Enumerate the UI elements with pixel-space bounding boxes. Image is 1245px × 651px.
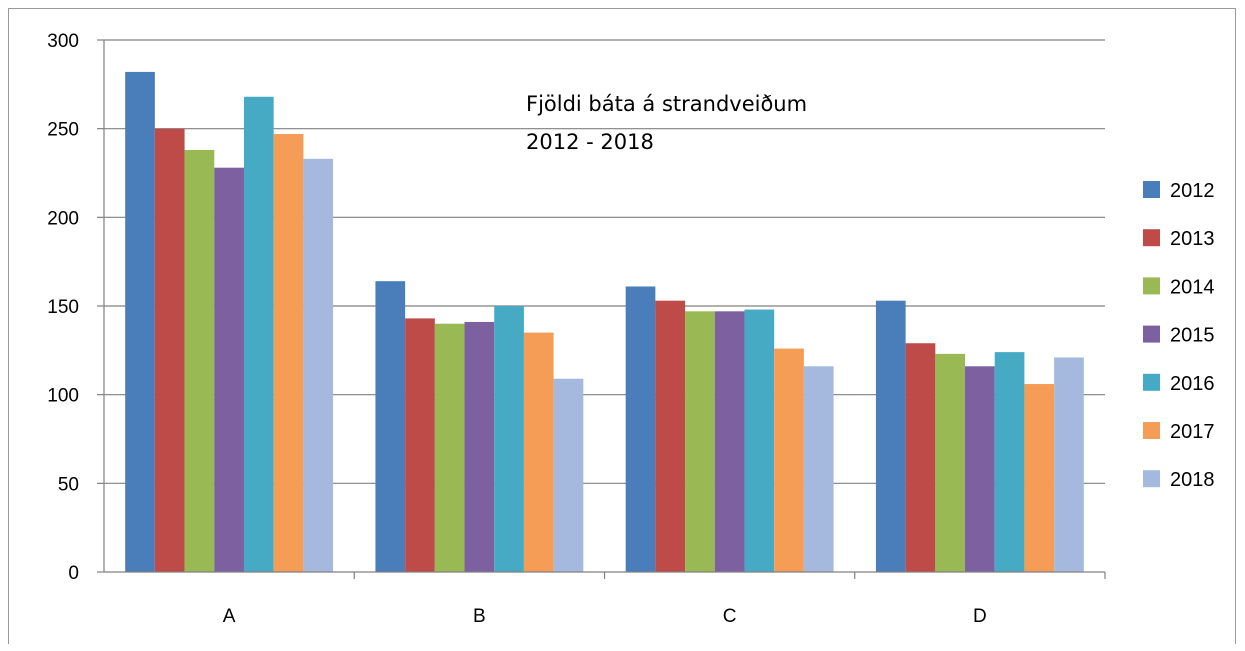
legend-label-2013: 2013	[1170, 228, 1215, 250]
bar-B-2015	[464, 321, 495, 572]
bar-B-2016	[494, 306, 524, 572]
bar-C-2018	[803, 366, 834, 572]
bar-A-2018	[303, 158, 334, 572]
bar-B-2018	[553, 378, 584, 572]
x-tick-label-B: B	[473, 606, 486, 627]
bar-D-2014	[935, 353, 966, 572]
chart-title-line-1: Fjöldi báta á strandveiðum	[526, 92, 807, 116]
bar-A-2014	[184, 149, 215, 572]
y-tick-label-50: 50	[58, 474, 79, 495]
bar-A-2015	[214, 167, 244, 572]
bar-C-2014	[685, 311, 715, 572]
y-tick-label-0: 0	[68, 563, 79, 584]
bar-D-2012	[875, 300, 906, 572]
y-tick-label-150: 150	[47, 297, 79, 318]
bar-D-2017	[1024, 384, 1055, 572]
bar-A-2016	[243, 96, 274, 572]
bar-B-2014	[434, 323, 465, 572]
bar-C-2016	[744, 309, 775, 572]
legend-swatch-2013	[1143, 229, 1160, 247]
legend-swatch-2016	[1143, 373, 1160, 391]
legend-label-2016: 2016	[1170, 373, 1215, 395]
y-tick-label-100: 100	[47, 386, 79, 407]
bar-A-2012	[125, 71, 155, 573]
axis-layer: 0 50 100 150 200 250 300 A B C D	[47, 31, 1106, 627]
legend-swatch-2018	[1143, 470, 1160, 488]
legend-label-2012: 2012	[1170, 180, 1215, 202]
bar-C-2015	[714, 311, 745, 572]
bar-D-2015	[965, 366, 995, 572]
bar-B-2017	[523, 332, 554, 572]
bar-D-2013	[905, 343, 936, 572]
x-tick-label-C: C	[723, 606, 737, 627]
legend-swatch-2015	[1143, 325, 1160, 343]
bar-D-2018	[1054, 357, 1084, 572]
bar-layer	[125, 71, 1084, 573]
legend-swatch-2017	[1143, 422, 1160, 439]
legend: 2012 2013 2014 2015 2016 2017 2018	[1143, 180, 1215, 491]
legend-swatch-2014	[1143, 277, 1160, 295]
bar-D-2016	[994, 352, 1025, 572]
legend-label-2015: 2015	[1170, 325, 1215, 347]
bar-C-2013	[655, 300, 686, 572]
bar-C-2012	[625, 286, 656, 572]
x-tick-label-A: A	[223, 606, 236, 627]
y-tick-label-250: 250	[47, 120, 79, 141]
legend-label-2017: 2017	[1170, 421, 1215, 443]
bar-A-2017	[273, 133, 304, 573]
bar-C-2017	[774, 348, 804, 572]
y-tick-label-300: 300	[47, 31, 79, 52]
chart-title-line-2: 2012 - 2018	[526, 130, 654, 154]
x-tick-label-D: D	[973, 606, 987, 627]
chart-title: Fjöldi báta á strandveiðum 2012 - 2018	[526, 92, 807, 154]
legend-swatch-2012	[1143, 181, 1160, 198]
bar-B-2012	[375, 281, 406, 572]
bar-A-2013	[154, 128, 185, 573]
legend-label-2018: 2018	[1170, 469, 1215, 491]
legend-label-2014: 2014	[1170, 276, 1215, 298]
y-tick-label-200: 200	[47, 208, 79, 229]
bar-B-2013	[405, 318, 435, 572]
